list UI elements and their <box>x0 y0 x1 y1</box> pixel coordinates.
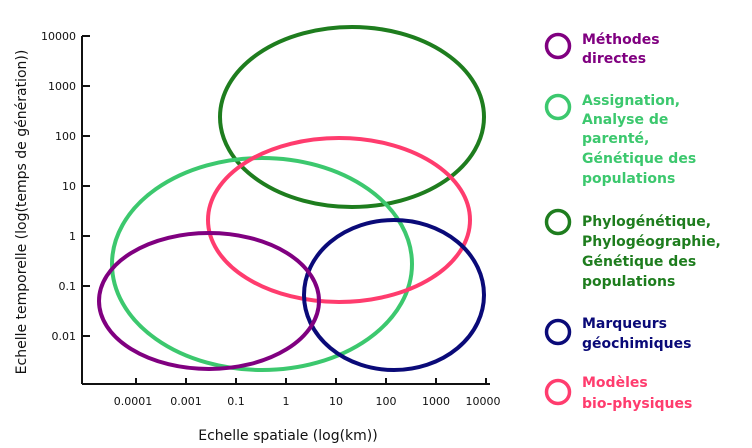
x-tick-label: 1 <box>283 395 290 408</box>
y-tick-label: 10 <box>62 180 76 193</box>
x-tick-label: 0.0001 <box>114 395 153 408</box>
legend-label: Méthodes directes <box>582 32 664 67</box>
legend-circle-icon <box>544 318 572 346</box>
legend-label: Phylogénétique, Phylogéographie, Génétiq… <box>582 214 726 290</box>
legend: Méthodes directes Assignation, Analyse d… <box>544 32 726 412</box>
x-ticks <box>135 378 487 384</box>
legend-circle-icon <box>544 378 572 406</box>
legend-item-marqueurs: Marqueurs géochimiques <box>544 316 691 352</box>
y-tick-labels: 10000 1000 100 10 1 0.1 0.01 <box>41 30 76 343</box>
ellipse-phylogenetique <box>218 25 486 209</box>
legend-item-methodes-directes: Méthodes directes <box>544 32 664 67</box>
y-ticks <box>82 35 90 337</box>
x-tick-label: 1000 <box>422 395 450 408</box>
legend-circle-icon <box>544 93 572 121</box>
ellipse-methodes-directes <box>97 231 321 371</box>
ellipse-marqueurs <box>302 218 486 372</box>
legend-circle-icon <box>544 32 572 60</box>
x-tick-label: 0.001 <box>170 395 202 408</box>
x-axis-title: Echelle spatiale (log(km)) <box>198 428 377 444</box>
y-axis-title: Echelle temporelle (log(temps de générat… <box>14 50 30 375</box>
legend-item-modeles: Modèles bio-physiques <box>544 375 692 412</box>
ellipse-assignation <box>110 156 414 372</box>
legend-circle-icon <box>544 208 572 236</box>
legend-item-assignation: Assignation, Analyse de parenté, Génétiq… <box>544 93 701 187</box>
x-tick-labels: 0.0001 0.001 0.1 1 10 100 1000 10000 <box>114 395 501 408</box>
ellipse-modeles <box>206 136 472 304</box>
y-tick-label: 1 <box>69 230 76 243</box>
legend-label: Modèles bio-physiques <box>582 375 692 412</box>
y-tick-label: 10000 <box>41 30 76 43</box>
y-tick-label: 1000 <box>48 80 76 93</box>
x-tick-label: 10 <box>329 395 343 408</box>
legend-label: Assignation, Analyse de parenté, Génétiq… <box>582 93 701 187</box>
x-tick-label: 0.1 <box>227 395 245 408</box>
y-tick-label: 0.1 <box>59 280 77 293</box>
legend-item-phylogenetique: Phylogénétique, Phylogéographie, Génétiq… <box>544 208 726 290</box>
y-tick-label: 100 <box>55 130 76 143</box>
legend-label: Marqueurs géochimiques <box>582 316 691 352</box>
x-tick-label: 100 <box>376 395 397 408</box>
y-tick-label: 0.01 <box>52 330 77 343</box>
x-tick-label: 10000 <box>466 395 501 408</box>
